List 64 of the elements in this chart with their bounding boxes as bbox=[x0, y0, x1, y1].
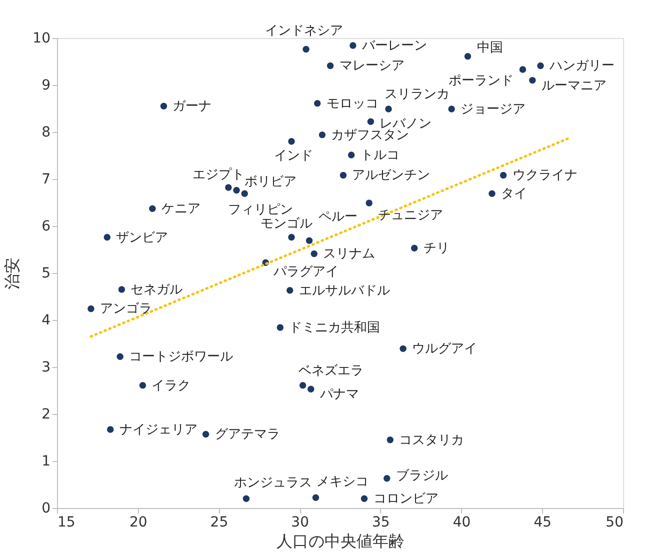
y-tick-label: 9 bbox=[42, 78, 50, 94]
annotation: イラク bbox=[152, 378, 191, 394]
annotation: ケニア bbox=[161, 202, 200, 217]
annotation: コートジボワール bbox=[129, 350, 234, 365]
annotation: コスタリカ bbox=[399, 432, 464, 448]
y-tick-label: 8 bbox=[42, 124, 50, 140]
annotation: ペルー bbox=[318, 210, 358, 225]
y-tick-label: 3 bbox=[42, 360, 50, 376]
x-tick-label: 45 bbox=[534, 514, 552, 530]
annotation: エルサルバドル bbox=[298, 283, 390, 298]
annotation: アルゼンチン bbox=[352, 168, 430, 184]
annotation: ウルグアイ bbox=[412, 342, 478, 357]
annotation: グアテマラ bbox=[214, 427, 280, 442]
annotation: ホンジュラス bbox=[234, 476, 312, 491]
y-tick-label: 1 bbox=[42, 454, 50, 470]
annotation: エジプト bbox=[192, 167, 244, 182]
y-tick-label: 10 bbox=[32, 30, 50, 46]
annotation: カザフスタン bbox=[331, 128, 410, 143]
x-tick-label: 40 bbox=[452, 514, 471, 530]
annotation: フィリピン bbox=[228, 202, 294, 218]
annotation: ドミニカ共和国 bbox=[289, 320, 380, 336]
annotation: ウクライナ bbox=[512, 168, 578, 184]
annotation: モロッコ bbox=[326, 96, 378, 112]
annotation: ガーナ bbox=[172, 99, 212, 114]
annotation: マレーシア bbox=[339, 58, 404, 74]
annotation: タイ bbox=[501, 186, 528, 202]
y-tick-label: 6 bbox=[42, 218, 51, 234]
y-tick-label: 5 bbox=[42, 266, 50, 282]
annotation: メキシコ bbox=[316, 474, 369, 490]
annotation: インドネシア bbox=[265, 23, 344, 38]
annotation: ナイジェリア bbox=[119, 422, 198, 438]
annotation: コロンビア bbox=[373, 492, 438, 507]
annotation: バーレーン bbox=[360, 38, 427, 54]
annotation: ポーランド bbox=[448, 73, 514, 88]
y-tick-label: 2 bbox=[42, 406, 50, 422]
annotation: 中国 bbox=[476, 40, 503, 56]
y-tick-label: 4 bbox=[42, 312, 51, 328]
x-tick-label: 50 bbox=[606, 514, 624, 530]
annotation: セネガル bbox=[130, 282, 183, 298]
x-axis-title: 人口の中央値年齢 bbox=[276, 532, 404, 550]
x-tick-label: 25 bbox=[210, 514, 228, 530]
annotation: ルーマニア bbox=[541, 78, 606, 94]
annotation: ジョージア bbox=[460, 102, 526, 117]
annotation: モンゴル bbox=[260, 216, 312, 232]
x-tick-label: 20 bbox=[129, 514, 148, 530]
annotation: ブラジル bbox=[396, 468, 448, 484]
annotation: パラグアイ bbox=[272, 264, 339, 280]
annotation: インド bbox=[274, 148, 313, 164]
annotation: ベネズエラ bbox=[298, 363, 364, 378]
annotation: スリランカ bbox=[384, 86, 450, 102]
x-tick-label: 35 bbox=[372, 514, 390, 530]
y-axis-title: 治安 bbox=[2, 258, 22, 290]
annotation: パナマ bbox=[318, 387, 359, 402]
annotation: ボリビア bbox=[244, 174, 297, 190]
annotation: ザンビア bbox=[116, 230, 168, 246]
annotation: トルコ bbox=[360, 148, 400, 164]
annotation: ハンガリー bbox=[548, 58, 615, 74]
y-tick-label: 0 bbox=[42, 500, 50, 516]
annotation: アンゴラ bbox=[100, 302, 152, 317]
x-tick-label: 15 bbox=[58, 514, 76, 530]
annotation: スリナム bbox=[323, 246, 376, 262]
y-tick-label: 7 bbox=[42, 172, 50, 188]
x-tick-label: 30 bbox=[291, 514, 309, 530]
annotation: チリ bbox=[423, 241, 450, 256]
